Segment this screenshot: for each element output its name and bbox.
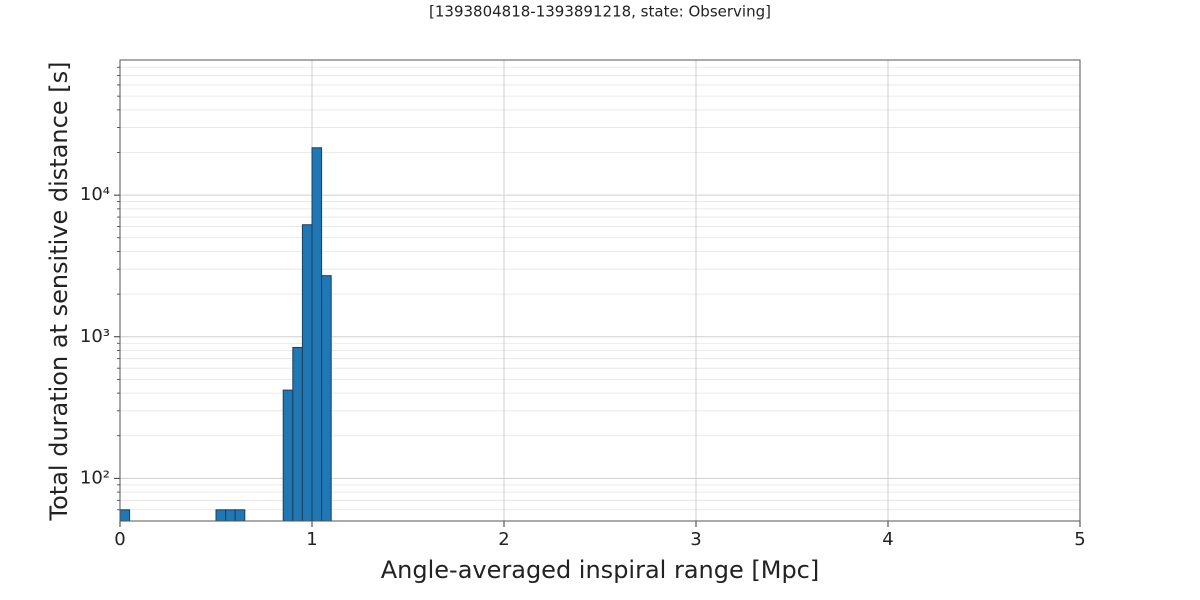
bar [292,346,303,522]
x-tick-label: 2 [498,529,509,550]
x-tick-label: 4 [882,529,893,550]
y-axis-label: Total duration at sensitive distance [s] [45,62,73,522]
y-tick-label: 10³ [80,326,110,347]
bar [282,389,294,522]
bar [234,509,246,522]
x-tick-label: 0 [114,529,125,550]
x-tick-label: 3 [690,529,701,550]
bar [311,147,323,522]
bar [301,224,313,522]
x-axis-label: Angle-averaged inspiral range [Mpc] [381,556,820,584]
bar [215,509,227,522]
bar [119,509,131,522]
plot-frame [119,59,1081,522]
bar [225,509,236,522]
y-tick-label: 10² [80,467,110,488]
x-tick-label: 1 [306,529,317,550]
x-tick-label: 5 [1074,529,1085,550]
y-tick-label: 10⁴ [80,184,110,205]
chart-title: [1393804818-1393891218, state: Observing… [429,3,771,21]
bar [321,275,332,522]
